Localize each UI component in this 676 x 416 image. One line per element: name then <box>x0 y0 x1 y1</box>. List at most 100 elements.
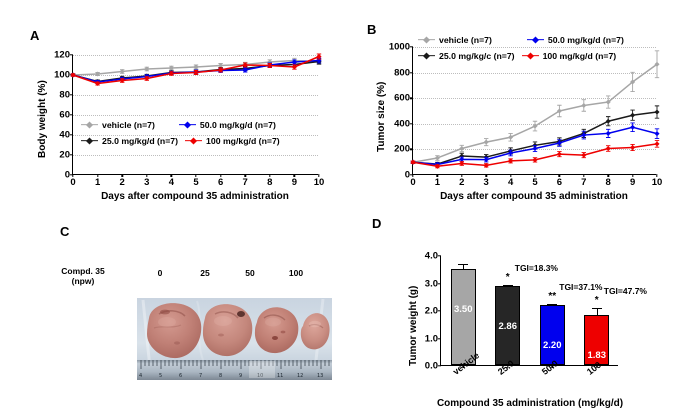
panel-c-dose-1: 25 <box>200 268 210 278</box>
y-axis-tick-label: 3.0 <box>424 278 438 289</box>
x-axis-tick-label: 3 <box>483 177 489 188</box>
legend-marker-vehicle <box>81 120 98 129</box>
tumor-photo-canvas: 4 5 6 7 8 9 10 11 12 13 <box>137 298 332 380</box>
y-axis-tick-label: 100 <box>54 69 70 81</box>
panel-a-plot-area: 0 20 40 60 80 100 120 0 1 2 3 4 5 6 7 8 9 10 vehicle (n=… <box>54 50 324 189</box>
bar-50.0: 2.20 <box>539 304 565 365</box>
y-axis-tick-label: 4.0 <box>424 250 438 262</box>
legend-item-50: 50.0 mg/kg/d (n=7) <box>526 34 624 45</box>
x-axis-tick-mark <box>96 174 99 177</box>
x-axis-tick-label: 4 <box>168 177 175 188</box>
legend-label-50: 50.0 mg/kg/d (n=7) <box>199 119 276 130</box>
x-axis-tick-mark <box>318 174 320 177</box>
x-axis-tick-mark <box>596 365 598 368</box>
x-axis-tick-mark <box>558 174 561 177</box>
bar-value-label: 3.50 <box>454 303 473 315</box>
y-axis-tick-label: 800 <box>394 67 410 79</box>
bar-value-label: 2.86 <box>498 321 518 333</box>
x-axis-tick-mark <box>269 174 271 177</box>
y-axis-tick-label: 120 <box>54 49 70 61</box>
legend-label-25: 25.0 mg/kg/c (n=7) <box>439 50 515 61</box>
panel-a-x-axis-label: Days after compound 35 administration <box>101 191 289 202</box>
legend-marker-vehicle <box>418 35 435 44</box>
x-axis-tick-label: 5 <box>193 177 199 188</box>
gridline <box>73 55 318 56</box>
y-axis-tick-mark <box>70 134 73 136</box>
y-axis-tick-mark <box>410 148 413 151</box>
x-axis-tick-mark <box>436 174 439 177</box>
y-axis-tick-label: 0 <box>404 169 410 181</box>
significance-marker: * <box>505 272 510 284</box>
panel-a-y-axis-label: Body weight (%) <box>37 80 48 158</box>
panel-b-x-axis-label: Days after compound 35 administration <box>440 191 628 202</box>
svg-text:7: 7 <box>199 373 202 379</box>
y-axis-tick-mark <box>438 282 441 285</box>
tgi-annotation: TGI=37.1% <box>559 282 603 293</box>
x-axis-tick-label: 5 <box>532 177 538 188</box>
svg-text:10: 10 <box>257 373 263 379</box>
y-axis-tick-mark <box>410 123 413 125</box>
legend-marker-50 <box>526 35 544 44</box>
legend-marker-100 <box>521 51 539 60</box>
x-axis-tick-mark <box>146 174 148 177</box>
x-axis-tick-mark <box>551 365 553 368</box>
error-bar-cap <box>591 307 602 309</box>
bar-vehicle: 3.50 <box>450 268 476 365</box>
y-axis-tick-mark <box>438 365 441 367</box>
x-axis-tick-label: 9 <box>629 177 636 188</box>
y-axis-tick-label: 40 <box>59 129 70 141</box>
panel-c-dose-0: 0 <box>157 268 163 278</box>
legend-label-100: 100 mg/kg/d (n=7) <box>542 50 617 61</box>
x-axis-tick-label: 6 <box>556 177 563 188</box>
x-axis-tick-label: 1 <box>94 177 101 188</box>
significance-marker: * <box>594 294 599 306</box>
y-axis-tick-label: 600 <box>394 92 410 104</box>
gridline <box>413 98 656 100</box>
panel-c-row-label-line1: Compd. 35 <box>61 266 105 276</box>
legend-item-100: 100 mg/kg/d (n=7) <box>521 50 617 61</box>
x-axis-tick-mark <box>72 174 74 177</box>
x-axis-tick-mark <box>607 174 609 177</box>
gridline <box>73 135 318 136</box>
x-axis-tick-mark <box>219 174 222 177</box>
x-axis-tick-mark <box>121 174 123 177</box>
y-axis-tick-label: 1.0 <box>424 333 438 344</box>
legend-marker-50 <box>178 120 196 129</box>
x-axis-tick-label: 2 <box>459 177 465 188</box>
legend-item-vehicle: vehicle (n=7) <box>418 35 492 45</box>
panel-b: B Tumor size (%) 0 200 400 600 800 1000 0 1 2 3 4… <box>340 0 676 208</box>
x-axis-tick-label: 8 <box>267 177 273 188</box>
legend-item-25: 25.0 mg/kg/d (n=7) <box>81 136 178 146</box>
x-axis-tick-label: 0 <box>70 177 76 188</box>
x-axis-tick-mark <box>583 174 585 177</box>
x-axis-tick-mark <box>170 174 173 177</box>
series-0 <box>410 50 660 165</box>
x-axis-tick-label: 9 <box>291 177 298 188</box>
legend-label-50: 50.0 mg/kg/d (n=7) <box>547 34 624 45</box>
x-axis-tick-label: 4 <box>507 177 514 188</box>
y-axis-tick-label: 0.0 <box>424 360 438 372</box>
gridline <box>413 72 656 74</box>
gridline <box>73 75 318 76</box>
error-bar-cap <box>502 285 513 287</box>
gridline <box>73 115 318 116</box>
error-bar <box>596 307 598 316</box>
tgi-annotation: TGI=47.7% <box>603 285 647 296</box>
svg-text:12: 12 <box>297 373 303 379</box>
x-axis-tick-mark <box>462 365 464 368</box>
y-axis-tick-mark <box>70 174 73 176</box>
tumor-photo: 4 5 6 7 8 9 10 11 12 13 <box>137 298 332 380</box>
y-axis-tick-mark <box>410 174 413 176</box>
x-axis-tick-mark <box>244 174 246 177</box>
panel-c: C Compd. 35 (npw) 0 25 50 100 <box>0 208 370 416</box>
y-axis-tick-mark <box>438 337 441 340</box>
svg-text:6: 6 <box>179 373 182 379</box>
bar-value-label: 2.20 <box>543 339 562 351</box>
y-axis-tick-mark <box>438 310 441 312</box>
legend-item-50: 50.0 mg/kg/d (n=7) <box>178 119 276 130</box>
y-axis-tick-label: 80 <box>59 89 70 101</box>
panel-b-letter: B <box>367 22 377 37</box>
y-axis-tick-label: 60 <box>59 109 70 121</box>
gridline <box>73 155 318 156</box>
legend-label-25: 25.0 mg/kg/d (n=7) <box>102 135 179 146</box>
